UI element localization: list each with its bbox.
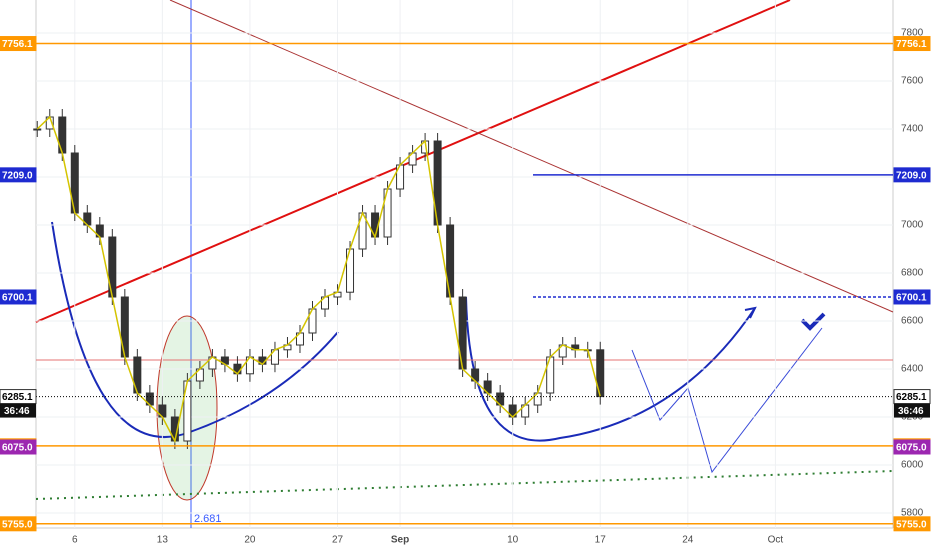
price-label: 7756.1 [896,39,927,50]
x-tick-label: 17 [595,535,607,546]
price-label: 6285.1 [2,392,33,403]
price-label-box [0,439,37,455]
x-tick-label: 6 [72,535,78,546]
price-label: 5755.0 [896,519,927,530]
checkmark [800,312,826,331]
price-label: 7209.0 [2,170,33,181]
countdown: 36:46 [4,406,30,417]
countdown: 36:46 [898,406,924,417]
x-tick-label: 27 [332,535,344,546]
y-tick-label: 7800 [901,28,924,39]
price-label: 6285.1 [896,392,927,403]
price-label-box [893,167,931,183]
price-label-box [893,36,931,52]
x-tick-label: 13 [157,535,169,546]
price-label: 6075.0 [2,443,33,454]
y-tick-label: 7000 [901,220,924,231]
y-tick-label: 6400 [901,364,924,375]
y-tick-label: 7400 [901,124,924,135]
price-label-box [0,36,37,52]
countdown-box [0,403,36,418]
price-label-box [0,516,37,532]
y-tick-label: 6600 [901,316,924,327]
price-label: 7756.1 [2,39,33,50]
y-tick-label: 6800 [901,268,924,279]
support-line [35,470,894,500]
close-line [36,115,601,444]
price-label: 7209.0 [896,170,927,181]
price-label-box [893,516,931,532]
annotation: 2.681 [194,513,222,525]
y-tick-label: 7600 [901,76,924,87]
x-tick-label: 20 [244,535,256,546]
price-label: 6700.1 [2,293,33,304]
arrow-head [744,306,757,319]
price-label: 6075.0 [896,443,927,454]
y-tick-label: 6000 [901,460,924,471]
price-label-box [0,289,37,305]
x-tick-label: 24 [682,535,694,546]
price-label-box [0,167,37,183]
candle [33,128,42,131]
arc [51,221,339,438]
countdown-box [894,403,930,418]
x-tick-label: 10 [507,535,519,546]
price-label: 5755.0 [2,519,33,530]
x-tick-label: Sep [391,535,409,546]
price-label-box [893,289,931,305]
price-label-box [893,439,931,455]
x-tick-label: Oct [768,535,784,546]
y-tick-label: 5800 [901,508,924,519]
trend-line [169,0,894,313]
price-label: 6700.1 [896,293,927,304]
